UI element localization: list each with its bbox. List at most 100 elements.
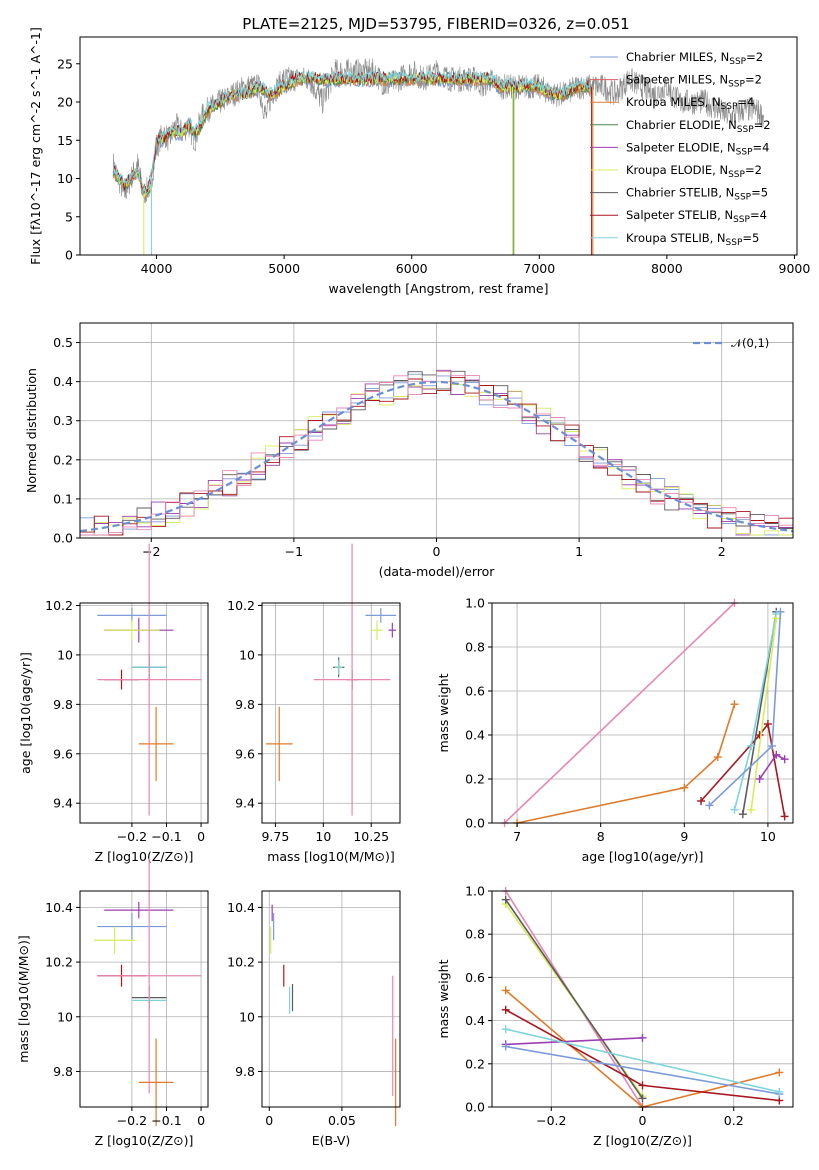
histogram-step [80, 370, 793, 536]
weight-line [758, 753, 785, 780]
axes-frame [491, 602, 794, 824]
x-axis-label: Z [log10(Z/Z⊙)] [593, 1133, 692, 1148]
plot-area [93, 858, 202, 1127]
x-tick-label: 9000 [779, 261, 811, 276]
x-tick-label: −0.2 [536, 1113, 566, 1128]
y-tick-label: 0.0 [465, 1100, 485, 1115]
y-tick-label: 1.0 [465, 596, 485, 611]
y-axis-label: mass weight [436, 959, 451, 1038]
legend-value: =2 [754, 118, 771, 132]
legend-label: 𝒩(0,1) [731, 336, 769, 350]
x-tick-label: 0 [197, 829, 205, 844]
x-tick-label: 0.2 [724, 1113, 744, 1128]
weight-line [503, 602, 736, 824]
y-tick-label: 0.4 [53, 374, 73, 389]
legend-subscript: SSP [726, 238, 743, 248]
y-tick-label: 10.2 [45, 598, 73, 613]
x-tick-label: 4000 [141, 261, 173, 276]
x-axis-label: age [log10(age/yr)] [582, 849, 704, 864]
spectrum-legend: Chabrier MILES, NSSP=2 Salpeter MILES, NS… [590, 50, 771, 248]
y-tick-label: 20 [57, 95, 73, 110]
y-axis-label: age [log10(age/yr)] [18, 652, 33, 774]
plot-area [270, 904, 397, 1127]
x-tick-label: 0 [639, 1113, 647, 1128]
legend-subscript: SSP [733, 215, 750, 225]
legend-label: Salpeter MILES, NSSP=2 [626, 73, 762, 90]
x-tick-label: −2 [142, 544, 160, 559]
x-tick-label: 6000 [396, 261, 428, 276]
x-axis-label: E(B-V) [312, 1133, 351, 1148]
x-tick-label: −0.1 [151, 829, 181, 844]
x-tick-label: −0.2 [117, 1113, 147, 1128]
y-tick-label: 10.2 [227, 598, 255, 613]
axes-frame [261, 602, 401, 824]
legend-label: Chabrier STELIB, NSSP=5 [626, 186, 768, 203]
x-tick-label: 5000 [268, 261, 300, 276]
legend-subscript: SSP [721, 102, 738, 112]
y-tick-label: 9.8 [53, 1064, 73, 1079]
y-tick-label: 10.4 [45, 900, 73, 915]
axes-frame [261, 890, 401, 1108]
legend-value: =4 [750, 208, 767, 222]
y-tick-label: 0.6 [465, 684, 485, 699]
x-tick-label: 10 [315, 829, 331, 844]
spectrum-model-line [112, 74, 591, 199]
weight-line [505, 1037, 643, 1046]
x-tick-label: 7000 [523, 261, 555, 276]
y-tick-label: 0.8 [465, 927, 485, 942]
age-vs-metallicity-panel: −0.2 −0.1 0 9.4 9.6 9.8 10 10.2 Z [log10(Z/Z⊙)] a… [18, 543, 209, 864]
legend-value: =2 [745, 73, 762, 87]
mass-vs-metallicity-panel: −0.2 −0.1 0 9.8 10 10.2 10.4 Z [log10(Z/Z⊙)] mas… [16, 858, 209, 1148]
y-tick-label: 0.8 [465, 640, 485, 655]
legend-value: =5 [751, 186, 768, 200]
x-tick-label: 9.75 [261, 829, 289, 844]
legend-label: Salpeter STELIB, NSSP=4 [626, 208, 767, 225]
spectrum-title: PLATE=2125, MJD=53795, FIBERID=0326, z=0… [242, 15, 629, 33]
weight-line [700, 722, 786, 817]
y-tick-label: 15 [57, 133, 73, 148]
legend-subscript: SSP [734, 193, 751, 203]
x-axis-label: wavelength [Angstrom, rest frame] [328, 281, 548, 296]
y-tick-label: 0.2 [53, 452, 73, 467]
y-tick-label: 9.8 [235, 1064, 255, 1079]
age-vs-mass-panel: 9.75 10 10.25 9.4 9.6 9.8 10 10.2 mass [log10(M/… [227, 543, 401, 864]
y-tick-label: 0.1 [53, 491, 73, 506]
x-tick-label: 8 [597, 829, 605, 844]
y-tick-label: 0.3 [53, 413, 73, 428]
x-tick-label: −0.2 [117, 829, 147, 844]
y-axis-label: Normed distribution [24, 368, 39, 493]
y-tick-label: 0.4 [465, 1013, 485, 1028]
y-tick-label: 9.8 [235, 697, 255, 712]
plot-area [501, 887, 784, 1111]
y-tick-label: 10 [57, 647, 73, 662]
y-axis-label: Flux [fλ10^-17 erg cm^-2 s^-1 A^-1] [28, 27, 43, 265]
y-tick-label: 0.5 [53, 335, 73, 350]
legend-value: =2 [745, 163, 762, 177]
y-tick-label: 9.4 [235, 796, 255, 811]
y-tick-label: 1.0 [465, 884, 485, 899]
x-tick-label: 10.25 [353, 829, 389, 844]
y-tick-label: 0.2 [465, 772, 485, 787]
x-tick-label: 10 [760, 829, 776, 844]
x-tick-label: 7 [513, 829, 521, 844]
y-tick-label: 0 [65, 248, 73, 263]
y-axis-label: mass weight [436, 673, 451, 752]
legend-label: Kroupa ELODIE, NSSP=2 [626, 163, 762, 180]
weight-line [708, 611, 782, 806]
x-axis-label: (data-model)/error [379, 564, 496, 579]
y-tick-label: 10 [239, 647, 255, 662]
legend-subscript: SSP [728, 80, 745, 90]
weight-line [505, 1045, 780, 1095]
weight-line [505, 899, 644, 1099]
x-tick-label: 0 [433, 544, 441, 559]
spectrum-panel: 4000 5000 6000 7000 8000 9000 0 5 10 15 20 25 wavele… [28, 27, 810, 296]
plot-area [265, 543, 397, 816]
spectrum-model-line [112, 69, 591, 195]
normal-curve [79, 380, 794, 533]
y-tick-label: 10.2 [227, 955, 255, 970]
x-axis-label: mass [log10(M/M⊙)] [267, 849, 395, 864]
x-tick-label: 9 [680, 829, 688, 844]
legend-subscript: SSP [736, 147, 753, 157]
weight-vs-age-panel: 7 8 9 10 0.0 0.2 0.4 0.6 0.8 1.0 age [log10(age/yr… [436, 596, 794, 864]
